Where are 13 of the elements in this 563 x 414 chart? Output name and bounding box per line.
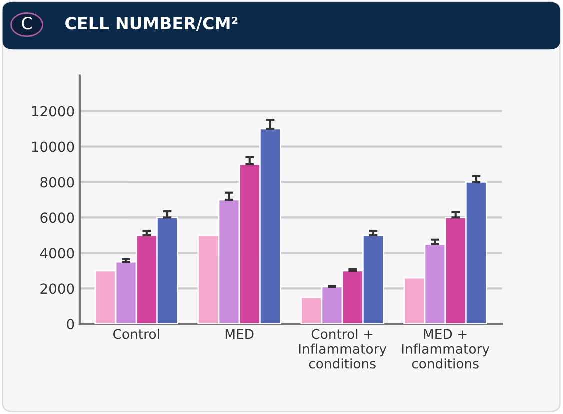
x-tick-label: MED [226,329,254,340]
y-tick-label: 0 [67,319,74,330]
x-tick-label: Control [113,329,160,340]
chart-title: CELL NUMBER/CM² [66,17,238,31]
text: C [22,17,32,30]
y-tick-label: 2000 [40,284,74,294]
y-tick-label: 4000 [40,248,74,259]
x-tick-label: MED + Inflammatory conditions [402,329,490,369]
y-tick-label: 8000 [40,177,74,188]
y-tick-label: 6000 [40,212,74,224]
y-tick-label: 10000 [32,142,74,152]
y-tick-label: 12000 [32,106,74,117]
x-tick-label: Control + Inflammatory conditions [299,329,387,369]
